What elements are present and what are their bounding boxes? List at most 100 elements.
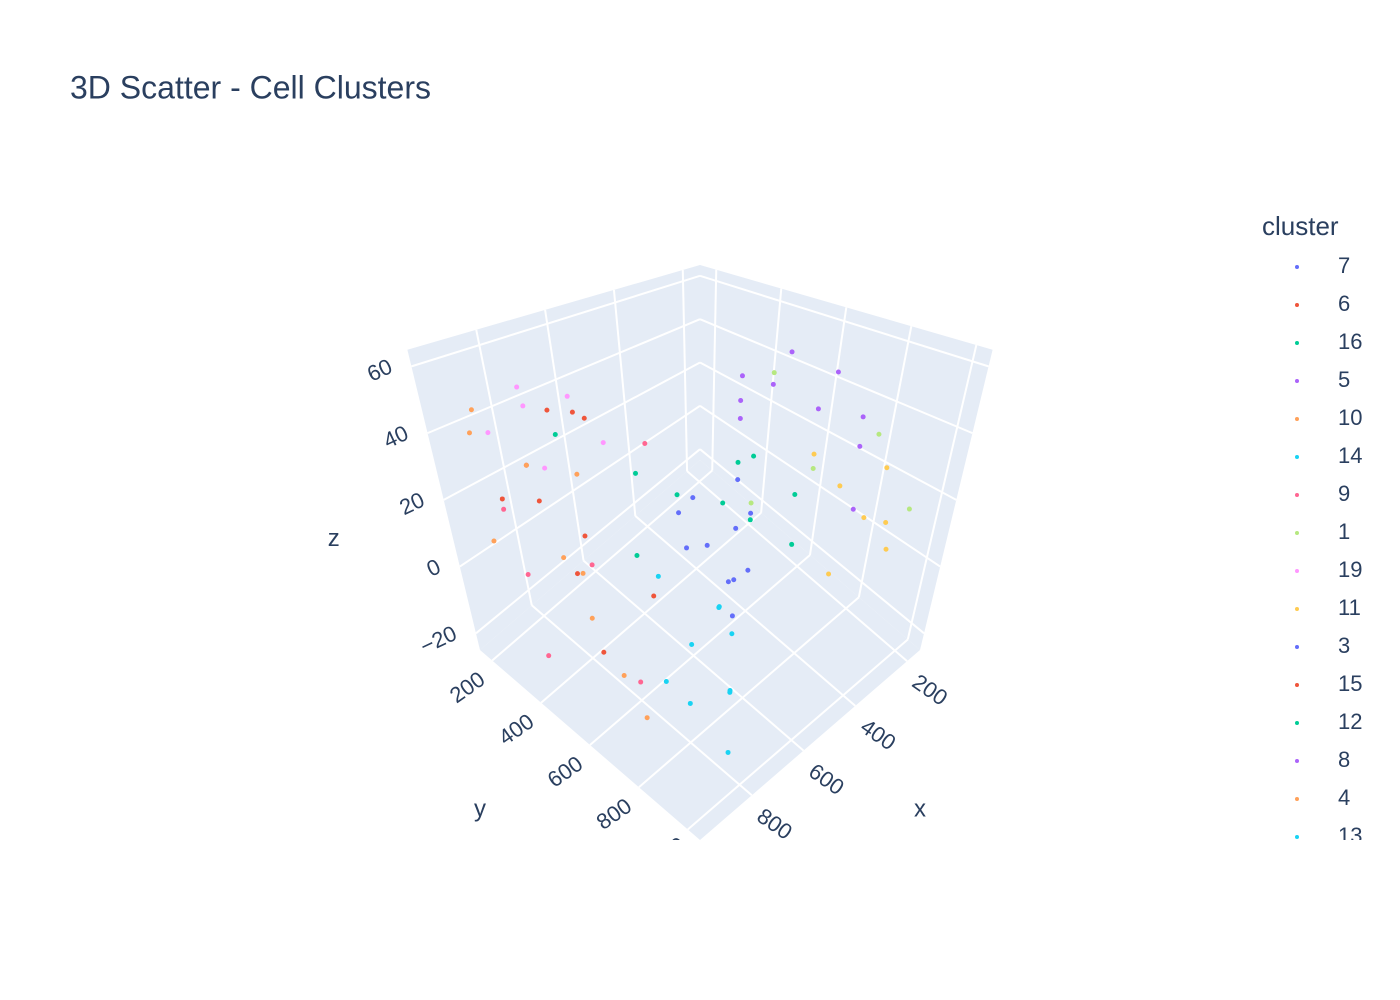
legend-label[interactable]: 13 [1338, 823, 1362, 848]
point [704, 542, 710, 548]
point [810, 466, 816, 472]
legend-marker[interactable] [1295, 759, 1299, 763]
point [684, 545, 690, 551]
grid-line [459, 405, 701, 568]
legend-label[interactable]: 7 [1338, 253, 1350, 278]
point [564, 393, 570, 399]
point [725, 749, 731, 755]
scene: 2004006008002004006008001000−200204060xy… [328, 265, 993, 881]
point [542, 465, 548, 471]
point [690, 495, 696, 501]
legend-label[interactable]: 16 [1338, 329, 1362, 354]
point [739, 373, 745, 379]
legend-label[interactable]: 8 [1338, 747, 1350, 772]
legend-marker[interactable] [1295, 379, 1299, 383]
grid-line [443, 361, 701, 501]
point [725, 579, 731, 585]
legend-marker[interactable] [1295, 341, 1299, 345]
grid-line [699, 361, 957, 501]
legend-marker[interactable] [1295, 493, 1299, 497]
point [792, 492, 798, 498]
legend-marker[interactable] [1295, 607, 1299, 611]
legend-marker[interactable] [1295, 721, 1299, 725]
point [466, 430, 472, 436]
grid-line [699, 274, 989, 368]
point [884, 465, 890, 471]
legend-label[interactable]: 10 [1338, 405, 1362, 430]
point [651, 593, 657, 599]
x-tick-label: 400 [856, 714, 900, 756]
legend-marker[interactable] [1295, 303, 1299, 307]
legend-label[interactable]: 12 [1338, 709, 1362, 734]
point [468, 407, 474, 413]
grid-line [699, 318, 973, 435]
point [735, 477, 741, 483]
point [642, 441, 648, 447]
legend-label[interactable]: 4 [1338, 785, 1350, 810]
point [552, 432, 558, 438]
legend-label[interactable]: 19 [1338, 557, 1362, 582]
point [582, 533, 588, 539]
point [815, 406, 821, 412]
point [738, 398, 744, 404]
grid-line [540, 512, 762, 704]
point [883, 520, 889, 526]
legend-marker[interactable] [1295, 455, 1299, 459]
point [674, 492, 680, 498]
x-tick-label: 800 [753, 803, 797, 845]
point [720, 500, 726, 506]
z-tick-label: −20 [416, 620, 460, 658]
grid-line [638, 596, 860, 788]
point [857, 443, 863, 449]
point [561, 555, 567, 561]
y-tick-label: 600 [543, 751, 587, 793]
point [771, 370, 777, 376]
point [860, 414, 866, 420]
legend-label[interactable]: 14 [1338, 443, 1362, 468]
legend-label[interactable]: 11 [1338, 595, 1361, 620]
legend-label[interactable]: 3 [1338, 633, 1350, 658]
point [826, 571, 832, 577]
grid-line [491, 469, 713, 662]
point [581, 415, 587, 421]
legend-marker[interactable] [1295, 797, 1299, 801]
point [729, 613, 735, 619]
point [906, 506, 912, 512]
legend-label[interactable]: 15 [1338, 671, 1362, 696]
legend-label[interactable]: 9 [1338, 481, 1350, 506]
legend-marker[interactable] [1295, 645, 1299, 649]
point [580, 570, 586, 576]
z-tick-label: 20 [396, 487, 429, 520]
point [491, 538, 497, 544]
point [525, 571, 531, 577]
point [835, 369, 841, 375]
legend-label[interactable]: 5 [1338, 367, 1350, 392]
point [644, 715, 650, 721]
point [601, 649, 607, 655]
point [638, 679, 644, 685]
point [811, 451, 817, 457]
legend-label[interactable]: 6 [1338, 291, 1350, 316]
point [883, 546, 889, 552]
point [546, 653, 552, 659]
point [789, 349, 795, 355]
legend-marker[interactable] [1295, 683, 1299, 687]
z-tick-label: 60 [363, 354, 396, 387]
point [751, 453, 757, 459]
point [569, 409, 575, 415]
grid-line [589, 554, 811, 746]
point [514, 384, 520, 390]
point [733, 525, 739, 531]
point [876, 431, 882, 437]
legend-marker[interactable] [1295, 569, 1299, 573]
legend-marker[interactable] [1295, 531, 1299, 535]
legend-marker[interactable] [1295, 417, 1299, 421]
point [837, 483, 843, 489]
legend-marker[interactable] [1295, 835, 1299, 839]
grid-line [411, 274, 701, 368]
point [747, 517, 753, 523]
legend-marker[interactable] [1295, 265, 1299, 269]
legend-label[interactable]: 1 [1338, 519, 1350, 544]
point [520, 403, 526, 409]
y-tick-label: 1000 [636, 832, 690, 881]
